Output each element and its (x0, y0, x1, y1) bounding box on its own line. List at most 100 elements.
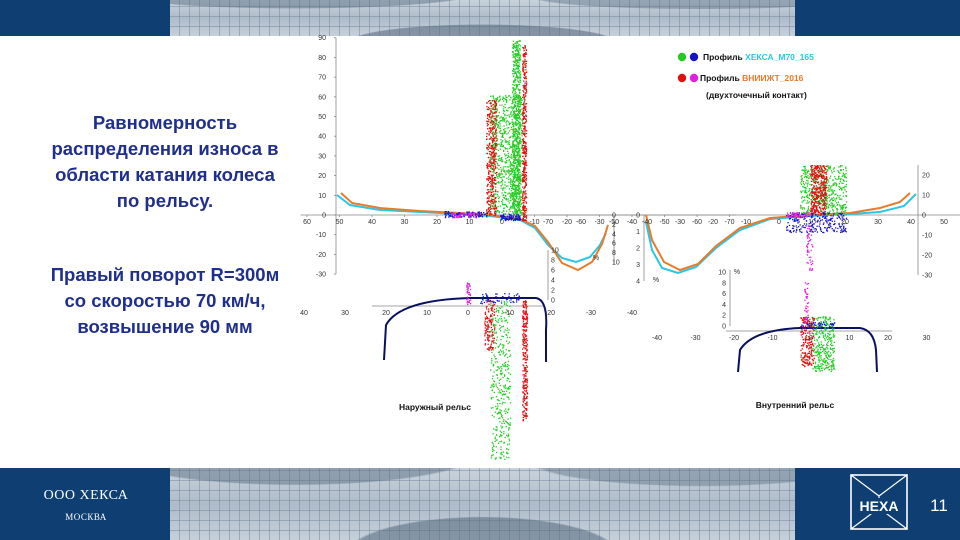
outer-red-lower-point (523, 365, 525, 367)
outer-green-cloud-b-point (512, 130, 515, 132)
outer-green-cloud-point (517, 176, 520, 178)
outer-red-lower-point (525, 397, 528, 399)
outer-green-cloud-b-point (518, 44, 520, 46)
outer-red-lower-point (523, 332, 525, 334)
outer-red-lower-point (525, 370, 527, 373)
inner-red-cloud-point (822, 182, 824, 185)
inner-green-cloud-point (802, 172, 805, 175)
outer-green-cloud-b-point (518, 100, 520, 102)
outer-magenta-band-point (465, 214, 467, 216)
outer-green-lower-point (498, 310, 500, 312)
outer-green-cloud-b-point (519, 56, 522, 58)
outer-red-lower-b-point (492, 332, 494, 334)
inner-green-cloud-point (837, 203, 839, 206)
inner-green-lower-point (812, 318, 814, 320)
outer-green-cloud-point (510, 205, 512, 207)
outer-green-cloud-point (521, 104, 524, 106)
inner-magenta-spike-point (806, 245, 808, 248)
outer-red-cloud-b-point (525, 174, 527, 176)
inner-red-cloud-point (815, 208, 817, 210)
outer-green-cloud-b-point (515, 124, 518, 126)
outer-red-cloud-b-point (523, 96, 525, 99)
outer-green-cloud-point (496, 167, 498, 169)
outer-red-lower-point (525, 378, 527, 380)
outer-green-cloud-point (510, 207, 512, 209)
inner-blue-band-point (790, 231, 792, 234)
outer-green-lower-point (490, 386, 492, 389)
inner-red-cloud-point (813, 206, 815, 208)
outer-blue-band-point (484, 213, 486, 215)
outer-green-lower-point (497, 388, 500, 390)
outer-red-cloud-b-point (524, 213, 526, 215)
outer-red-cloud-point (489, 195, 492, 197)
outer-blue-band-point (486, 216, 488, 218)
outer-red-cloud-b-point (524, 109, 526, 111)
outer-green-cloud-point (508, 122, 511, 125)
outer-green-cloud-b-point (518, 209, 520, 211)
inner-green-lower-point (815, 333, 817, 336)
inner-magenta-band-point (797, 216, 799, 218)
outer-green-cloud-b-point (512, 193, 514, 195)
outer-red-cloud-point (493, 121, 495, 124)
outer-green-cloud-b-point (514, 79, 516, 82)
outer-blue-lower-point (513, 297, 515, 299)
inner-green-cloud-point (845, 167, 847, 170)
outer-green-cloud-point (511, 195, 513, 197)
outer-green-cloud-point (507, 127, 510, 129)
outer-red-cloud-point (486, 192, 488, 194)
inner-green-cloud-point (821, 201, 824, 203)
outer-red-cloud-b-point (523, 52, 526, 55)
outer-red-cloud-point (492, 203, 494, 205)
outer-red-cloud-point (492, 103, 494, 106)
inner-blue-band-point (833, 229, 836, 231)
outer-green-cloud-b-point (517, 84, 519, 86)
inner-blue-band-point (837, 227, 839, 230)
outer-green-cloud-b-point (513, 55, 515, 57)
outer-green-cloud-point (515, 194, 517, 196)
inner-green-cloud-point (809, 188, 811, 190)
outer-green-lower-point (506, 353, 508, 355)
outer-green-cloud-point (509, 207, 511, 209)
inner-green-cloud-point (804, 191, 806, 194)
outer-red-lower-b-point (484, 318, 487, 320)
outer-green-cloud-b-point (515, 188, 517, 190)
outer-green-cloud-b-point (519, 216, 521, 218)
outer-red-lower-point (525, 364, 528, 367)
outer-red-cloud-point (490, 208, 492, 210)
outer-green-lower-point (499, 392, 502, 394)
outer-red-lower-b-point (490, 326, 492, 329)
inner-green-cloud-point (824, 183, 826, 185)
inner-magenta-spike-point (807, 227, 809, 230)
outer-green-cloud-point (490, 204, 492, 206)
outer-green-cloud-point (505, 161, 508, 164)
inner-blue-band-point (817, 219, 819, 221)
inner-blue-band-point (829, 219, 832, 221)
outer-red-lower-point (525, 417, 527, 420)
outer-green-cloud-b-point (518, 150, 520, 152)
outer-green-lower-point (500, 370, 502, 372)
inner-green-lower-point (824, 327, 826, 329)
inner-red-cloud-point (821, 182, 823, 184)
inner-green-lower-point (819, 351, 821, 353)
inner-red-cloud-point (811, 205, 813, 208)
outer-green-cloud-b-point (519, 126, 522, 128)
inner-magenta-band-point (798, 213, 800, 215)
outer-green-cloud-point (502, 189, 504, 191)
inner-red-cloud-point (825, 195, 827, 197)
outer-red-lower-point (523, 312, 525, 314)
outer-red-cloud-b-point (524, 82, 526, 84)
outer-red-cloud-point (487, 121, 489, 123)
inner-red-cloud-point (822, 174, 825, 176)
inner-red-cloud-point (817, 190, 819, 193)
inner-red-cloud-point (810, 202, 812, 204)
outer-red-cloud-b-point (524, 152, 526, 154)
inner-green-cloud-point (800, 190, 802, 192)
inner-green-cloud-point (803, 211, 805, 214)
outer-blue-band-b-point (519, 219, 521, 221)
inner-red-cloud-point (813, 179, 815, 181)
inner-blue-band-point (811, 224, 814, 226)
outer-green-cloud-b-point (517, 153, 519, 155)
outer-green-cloud-point (503, 207, 505, 210)
inner-red-cloud-point (819, 207, 821, 209)
outer-red-cloud-point (488, 100, 491, 102)
